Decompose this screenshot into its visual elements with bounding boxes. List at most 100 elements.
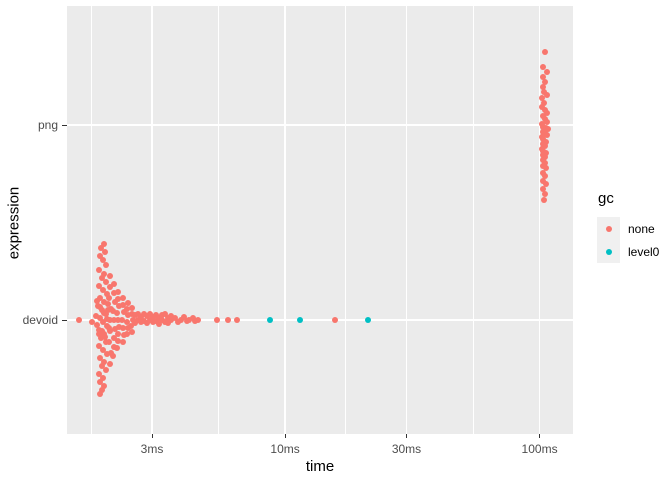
x-tick-label: 10ms	[270, 442, 300, 456]
y-tick-label: devoid	[22, 313, 58, 327]
gridline-major-y	[67, 319, 573, 321]
data-point	[101, 249, 108, 255]
data-point	[140, 311, 147, 317]
data-point	[128, 323, 135, 329]
data-point	[171, 315, 178, 321]
data-point	[131, 312, 138, 318]
data-point	[178, 317, 185, 323]
x-tick-mark	[406, 434, 407, 438]
data-point	[119, 339, 126, 345]
data-point	[100, 241, 107, 247]
data-point	[106, 273, 113, 279]
gridline-minor-x	[218, 6, 219, 434]
data-point	[124, 325, 131, 331]
y-tick-mark	[62, 319, 67, 321]
data-point	[152, 312, 159, 318]
data-point	[144, 313, 151, 319]
data-point	[539, 84, 546, 90]
data-point	[180, 314, 187, 320]
data-point	[541, 49, 548, 55]
data-point	[115, 317, 122, 323]
data-point	[103, 351, 110, 357]
legend-key-none	[597, 217, 620, 240]
data-point	[539, 124, 546, 130]
data-point	[99, 287, 106, 293]
data-point	[102, 367, 109, 373]
x-tick-label: 100ms	[521, 442, 558, 456]
data-point	[543, 110, 550, 116]
data-point	[120, 295, 127, 301]
data-point	[175, 319, 182, 325]
data-point	[123, 319, 130, 325]
data-point	[103, 291, 110, 297]
data-point	[538, 95, 545, 101]
data-point	[104, 307, 111, 313]
data-point	[98, 328, 105, 334]
data-point	[544, 126, 551, 132]
data-point	[225, 317, 232, 323]
data-point	[111, 317, 118, 323]
data-point	[106, 361, 113, 367]
data-point	[95, 331, 102, 337]
data-point	[100, 271, 107, 277]
data-point	[111, 281, 118, 287]
data-point	[88, 319, 95, 325]
data-point	[76, 317, 82, 323]
x-tick-mark	[151, 434, 153, 438]
data-point	[101, 383, 108, 389]
data-point	[115, 324, 122, 330]
data-point	[111, 344, 118, 350]
data-point	[106, 339, 113, 345]
data-point	[105, 301, 112, 307]
data-point	[96, 371, 103, 377]
data-point	[119, 317, 126, 323]
data-point	[152, 318, 159, 324]
gridline-major-x	[405, 6, 408, 434]
y-tick-mark	[62, 124, 67, 126]
data-point	[543, 150, 549, 156]
data-point	[110, 308, 117, 314]
x-tick-label: 30ms	[391, 442, 422, 456]
data-point	[233, 317, 240, 323]
data-point	[98, 275, 105, 281]
data-point	[93, 313, 100, 319]
y-axis-title: expression	[5, 186, 23, 259]
x-tick-label: 3ms	[140, 442, 164, 456]
data-point	[102, 279, 109, 285]
data-point	[120, 325, 127, 331]
data-point	[106, 295, 113, 301]
data-point	[543, 181, 549, 187]
data-point	[365, 317, 372, 323]
gridline-minor-x	[345, 6, 347, 434]
data-point	[129, 305, 136, 311]
data-point	[129, 329, 136, 335]
legend-dot-none-icon	[605, 225, 612, 232]
data-point	[213, 317, 220, 323]
data-point	[114, 345, 121, 351]
data-point	[114, 310, 121, 316]
data-point	[131, 320, 138, 326]
plot-panel	[67, 6, 573, 434]
data-point	[119, 302, 126, 308]
data-point	[165, 320, 172, 326]
data-point	[115, 303, 122, 309]
data-point	[107, 328, 114, 334]
legend: gc none level0	[597, 190, 659, 263]
gridline-major-y	[67, 124, 573, 126]
data-point	[156, 321, 163, 327]
data-point	[100, 319, 107, 325]
data-point	[101, 359, 108, 365]
data-point	[110, 335, 117, 341]
gridline-major-x	[284, 6, 286, 434]
data-point	[125, 312, 132, 318]
data-point	[95, 283, 102, 289]
data-point	[267, 317, 274, 323]
data-point	[167, 317, 174, 323]
data-point	[96, 267, 103, 273]
legend-title: gc	[598, 190, 614, 207]
legend-dot-level0-icon	[605, 248, 612, 255]
data-point	[543, 69, 550, 75]
data-point	[97, 355, 104, 361]
x-tick-mark	[284, 434, 286, 438]
